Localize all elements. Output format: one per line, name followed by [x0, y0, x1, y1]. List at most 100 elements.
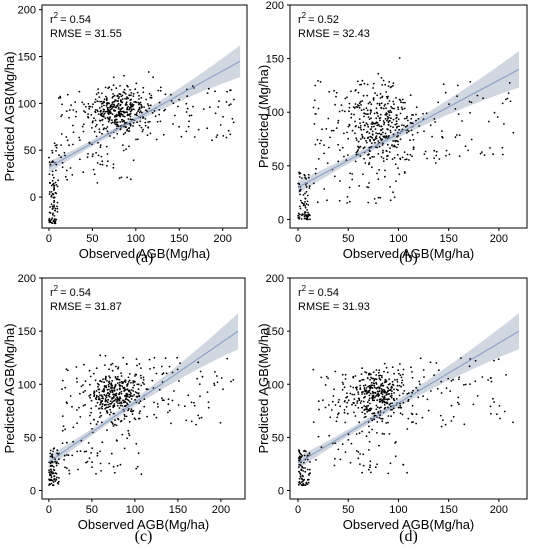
data-point — [398, 125, 400, 128]
data-point — [382, 135, 385, 138]
data-point — [297, 457, 300, 460]
data-point — [226, 90, 229, 93]
data-point — [410, 122, 413, 125]
data-point — [233, 98, 235, 101]
data-point — [315, 113, 317, 115]
data-point — [126, 128, 129, 131]
data-point — [135, 138, 137, 141]
data-point — [299, 472, 302, 475]
data-point — [337, 412, 340, 414]
data-point — [61, 103, 63, 106]
data-point — [56, 449, 59, 451]
data-point — [353, 402, 355, 404]
data-point — [371, 384, 374, 387]
data-point — [363, 409, 366, 411]
data-point — [126, 384, 128, 386]
data-point — [343, 110, 346, 113]
data-point — [385, 394, 388, 396]
data-point — [333, 89, 335, 92]
data-point — [351, 173, 354, 175]
data-point — [111, 401, 113, 404]
data-point — [381, 432, 384, 435]
data-point — [89, 422, 92, 425]
data-point — [133, 393, 136, 396]
y-tick-label: 150 — [266, 54, 284, 66]
data-point — [128, 130, 131, 132]
data-point — [397, 143, 400, 146]
data-point — [357, 149, 359, 151]
data-point — [388, 151, 391, 153]
data-point — [96, 452, 99, 455]
confidence-band — [48, 313, 239, 469]
data-point — [435, 154, 438, 157]
plot-area — [48, 313, 239, 487]
data-point — [398, 128, 400, 131]
data-point — [110, 421, 113, 423]
data-point — [435, 362, 438, 364]
data-point — [151, 379, 154, 382]
data-point — [52, 189, 55, 191]
data-point — [347, 137, 350, 140]
data-point — [84, 380, 87, 383]
data-point — [384, 83, 387, 86]
data-point — [394, 163, 397, 166]
data-point — [383, 121, 386, 124]
data-point — [115, 365, 117, 368]
data-point — [307, 204, 310, 206]
data-point — [51, 170, 54, 173]
data-point — [106, 130, 109, 133]
data-point — [201, 375, 204, 378]
data-point — [185, 419, 188, 422]
data-point — [60, 144, 62, 147]
data-point — [136, 392, 138, 394]
data-point — [72, 143, 74, 146]
data-point — [107, 384, 110, 386]
data-point — [374, 128, 377, 131]
data-point — [56, 185, 59, 188]
data-point — [106, 389, 109, 391]
data-point — [385, 422, 388, 424]
data-point — [140, 105, 143, 108]
data-point — [362, 464, 365, 467]
data-point — [303, 484, 305, 486]
data-point — [363, 157, 365, 160]
data-point — [357, 140, 360, 143]
data-point — [147, 103, 149, 105]
data-point — [132, 122, 135, 124]
data-point — [49, 474, 51, 477]
data-point — [356, 150, 359, 153]
data-point — [423, 130, 425, 133]
x-tick-label: 200 — [490, 504, 508, 516]
data-point — [324, 384, 327, 386]
data-point — [112, 412, 115, 415]
data-point — [474, 380, 477, 383]
y-tick-label: 200 — [18, 273, 36, 285]
data-point — [64, 466, 66, 469]
x-tick-label: 200 — [213, 233, 231, 245]
data-point — [93, 391, 96, 394]
data-point — [488, 120, 490, 123]
data-point — [387, 85, 390, 87]
data-point — [396, 135, 398, 138]
data-point — [140, 473, 143, 476]
data-point — [143, 398, 146, 400]
data-point — [348, 186, 351, 189]
data-point — [389, 402, 392, 405]
data-point — [376, 432, 378, 434]
data-point — [304, 450, 307, 453]
data-point — [299, 188, 302, 191]
data-point — [366, 123, 369, 126]
data-point — [112, 166, 115, 169]
data-point — [370, 381, 373, 384]
data-point — [48, 217, 51, 220]
data-point — [120, 380, 123, 383]
data-point — [354, 132, 356, 135]
data-point — [301, 455, 304, 457]
data-point — [307, 481, 310, 484]
data-point — [110, 363, 112, 366]
data-point — [130, 381, 132, 384]
data-point — [381, 393, 384, 396]
data-point — [357, 393, 360, 395]
data-point — [300, 484, 303, 486]
data-point — [386, 119, 388, 122]
